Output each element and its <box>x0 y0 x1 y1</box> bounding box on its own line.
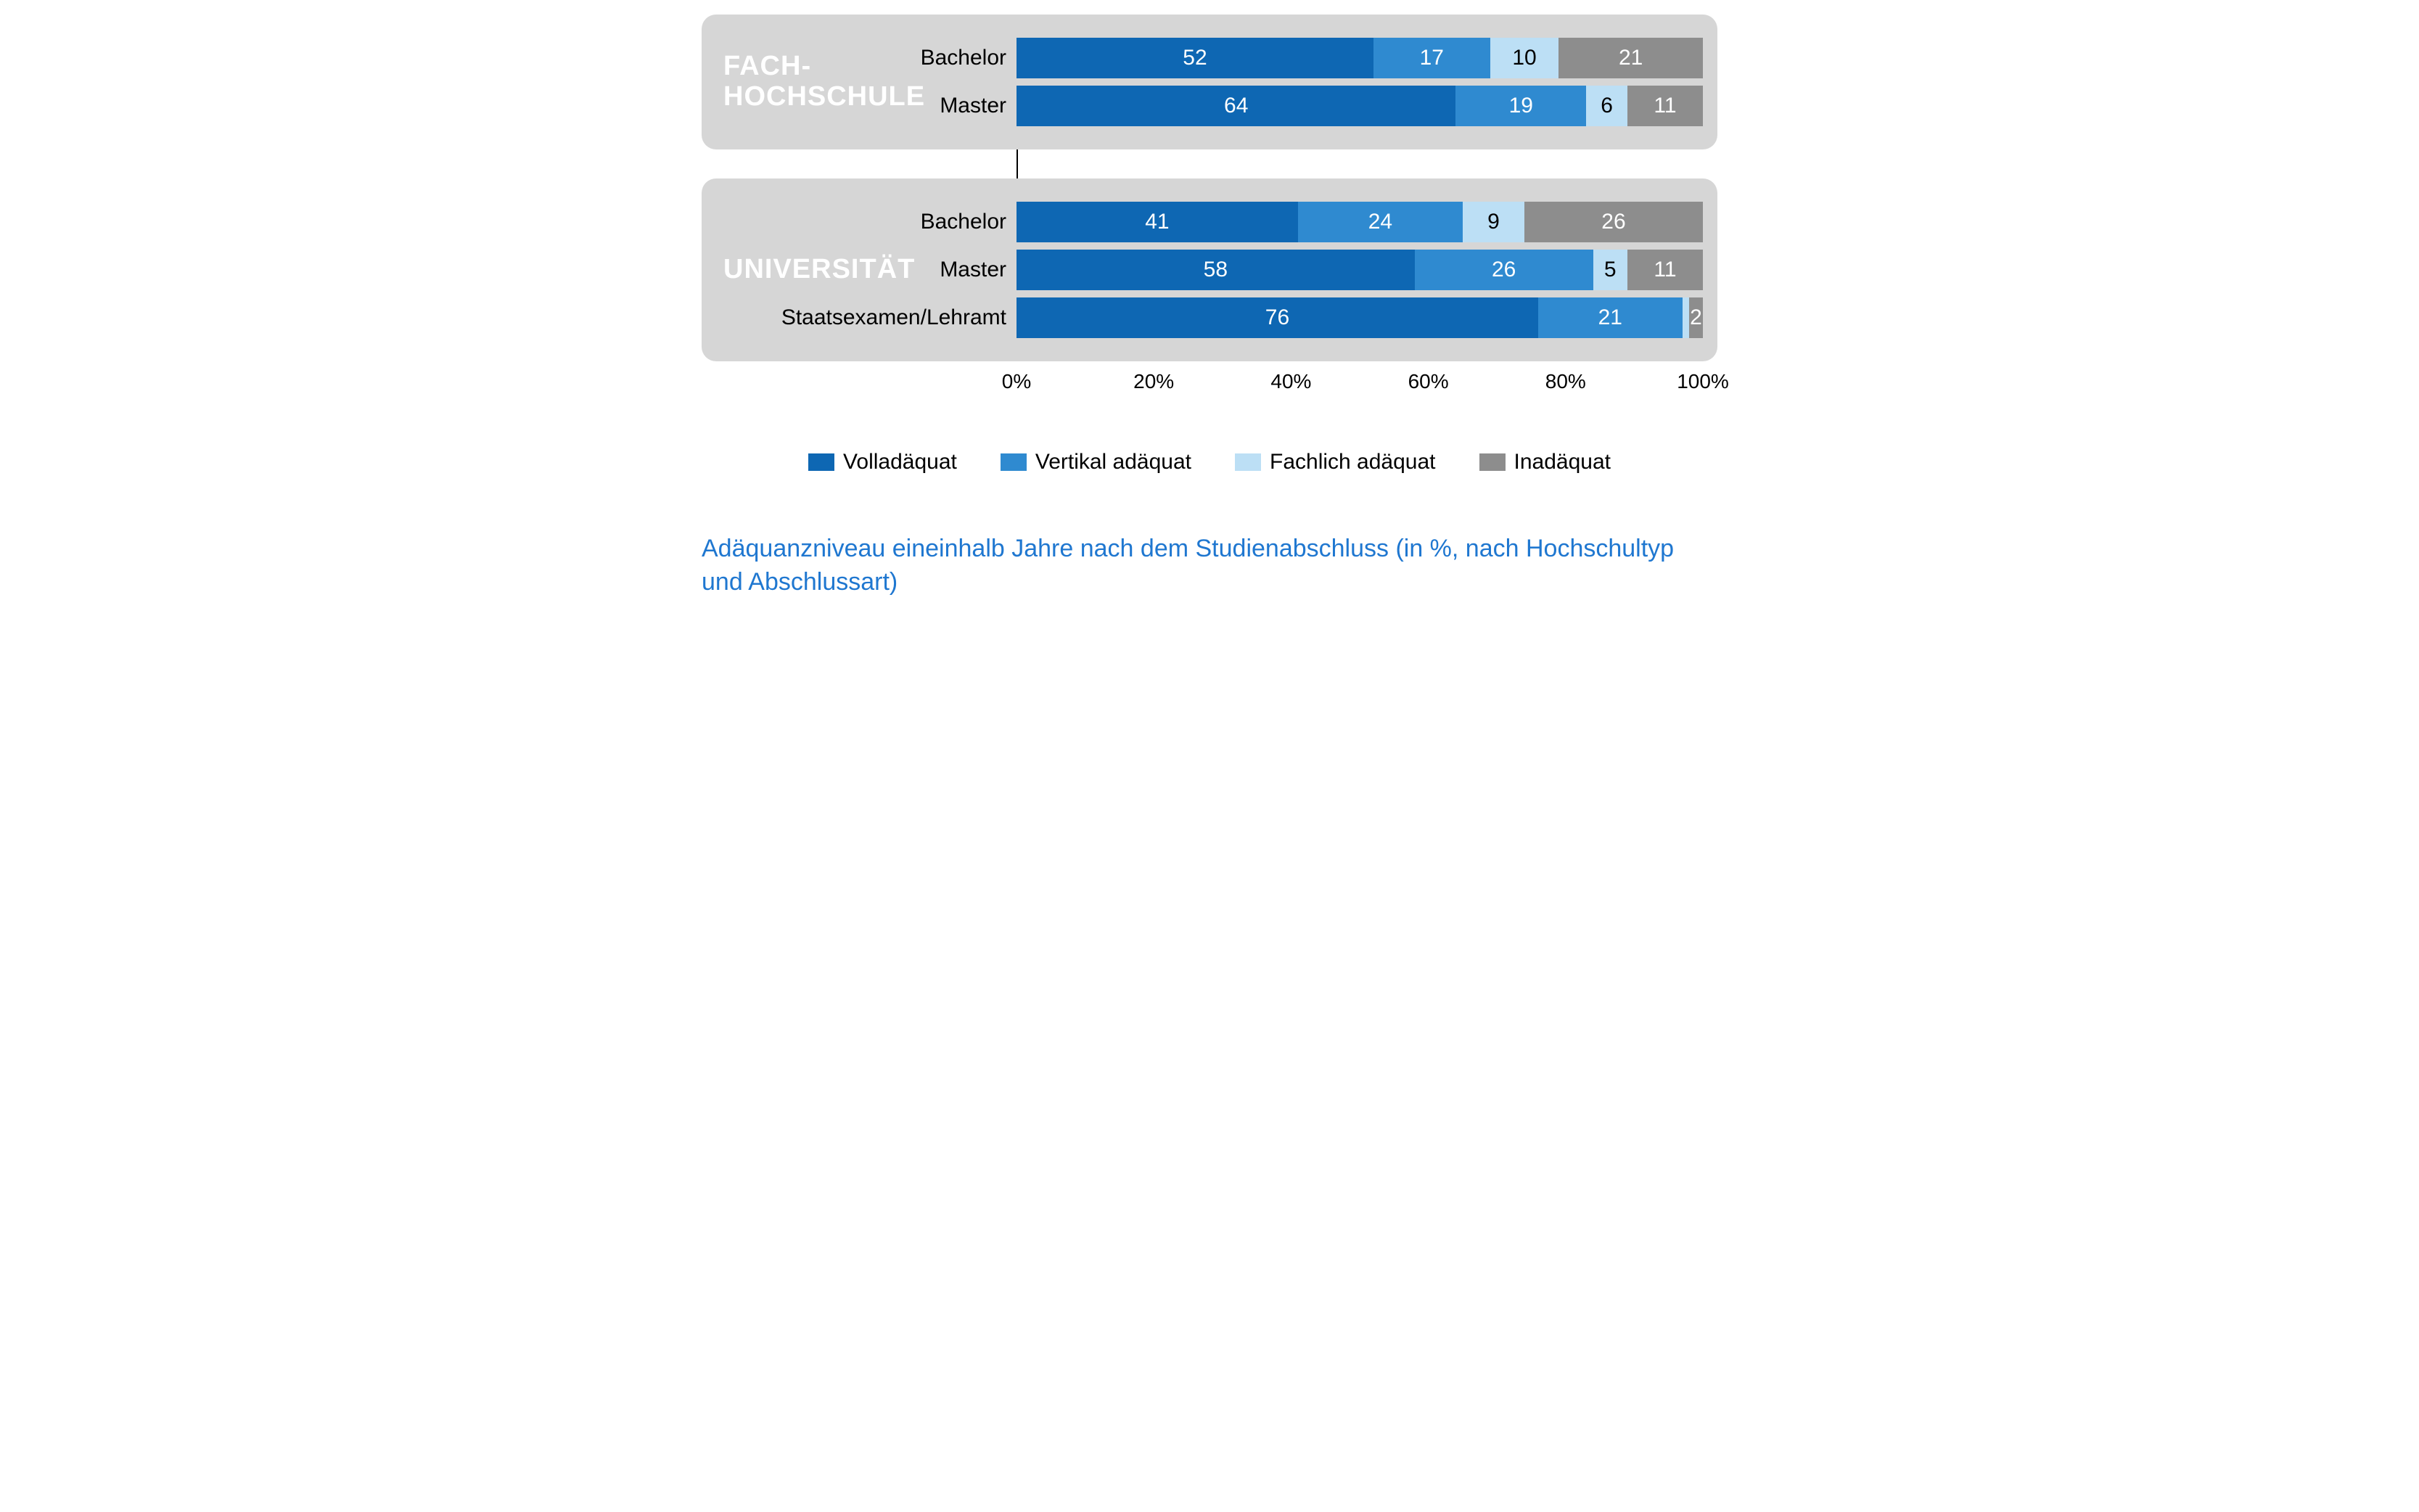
legend-item: Vertikal adäquat <box>1001 450 1191 474</box>
chart-area: FACH- HOCHSCHULEBachelor52171021Master64… <box>702 15 1717 361</box>
row-label: Bachelor <box>723 210 1017 234</box>
legend-swatch <box>808 453 834 471</box>
legend: Volladäquat Vertikal adäquat Fachlich adäq… <box>702 450 1717 474</box>
legend-item: Volladäquat <box>808 450 957 474</box>
bar-row: Bachelor4124926 <box>723 202 1703 242</box>
x-tick: 80% <box>1545 370 1586 393</box>
bar-row: Master6419611 <box>723 86 1703 126</box>
bar-segment: 9 <box>1463 202 1524 242</box>
bar-segment: 21 <box>1538 297 1683 338</box>
chart-group: FACH- HOCHSCHULEBachelor52171021Master64… <box>702 15 1717 149</box>
row-label: Master <box>723 258 1017 282</box>
legend-label: Fachlich adäquat <box>1270 450 1436 474</box>
row-label: Staatsexamen/Lehramt <box>723 305 1017 330</box>
legend-item: Fachlich adäquat <box>1235 450 1436 474</box>
bar: 52171021 <box>1017 38 1703 78</box>
bar-segment: 52 <box>1017 38 1373 78</box>
bar-row: Master5826511 <box>723 250 1703 290</box>
bar: 4124926 <box>1017 202 1703 242</box>
bar-segment: 58 <box>1017 250 1415 290</box>
chart-container: FACH- HOCHSCHULEBachelor52171021Master64… <box>673 0 1746 628</box>
x-tick: 60% <box>1408 370 1449 393</box>
row-label: Master <box>723 94 1017 118</box>
chart-group: UNIVERSITÄTBachelor4124926Master5826511S… <box>702 178 1717 361</box>
bar-segment: 11 <box>1627 250 1703 290</box>
group-rows: Bachelor52171021Master6419611 <box>723 30 1703 133</box>
bar-segment: 17 <box>1373 38 1490 78</box>
axis-track: 0%20%40%60%80%100% <box>1017 370 1703 399</box>
legend-swatch <box>1235 453 1261 471</box>
legend-label: Vertikal adäquat <box>1035 450 1191 474</box>
x-tick: 40% <box>1270 370 1311 393</box>
bar-segment: 26 <box>1524 202 1703 242</box>
bar-segment: 24 <box>1298 202 1463 242</box>
bar-row: Staatsexamen/Lehramt76212 <box>723 297 1703 338</box>
bar: 5826511 <box>1017 250 1703 290</box>
bar-segment: 76 <box>1017 297 1538 338</box>
row-label: Bachelor <box>723 46 1017 70</box>
bar: 76212 <box>1017 297 1703 338</box>
chart-caption: Adäquanzniveau eineinhalb Jahre nach dem… <box>702 533 1717 599</box>
legend-item: Inadäquat <box>1479 450 1611 474</box>
bar: 6419611 <box>1017 86 1703 126</box>
x-tick: 100% <box>1677 370 1729 393</box>
bar-segment: 19 <box>1455 86 1586 126</box>
group-rows: Bachelor4124926Master5826511Staatsexamen… <box>723 194 1703 345</box>
bar-segment: 41 <box>1017 202 1298 242</box>
bar-segment: 11 <box>1627 86 1703 126</box>
legend-label: Volladäquat <box>843 450 957 474</box>
bar-segment: 5 <box>1593 250 1627 290</box>
bar-segment: 21 <box>1558 38 1703 78</box>
legend-swatch <box>1001 453 1027 471</box>
x-axis: 0%20%40%60%80%100% <box>702 370 1717 399</box>
bar-segment: 26 <box>1415 250 1593 290</box>
legend-swatch <box>1479 453 1506 471</box>
x-tick: 20% <box>1133 370 1174 393</box>
bar-segment: 10 <box>1490 38 1559 78</box>
x-tick: 0% <box>1002 370 1031 393</box>
bar-segment: 64 <box>1017 86 1455 126</box>
bar-segment: 2 <box>1689 297 1703 338</box>
bar-segment: 6 <box>1586 86 1627 126</box>
bar-segment <box>1683 297 1689 338</box>
legend-label: Inadäquat <box>1514 450 1611 474</box>
bar-row: Bachelor52171021 <box>723 38 1703 78</box>
